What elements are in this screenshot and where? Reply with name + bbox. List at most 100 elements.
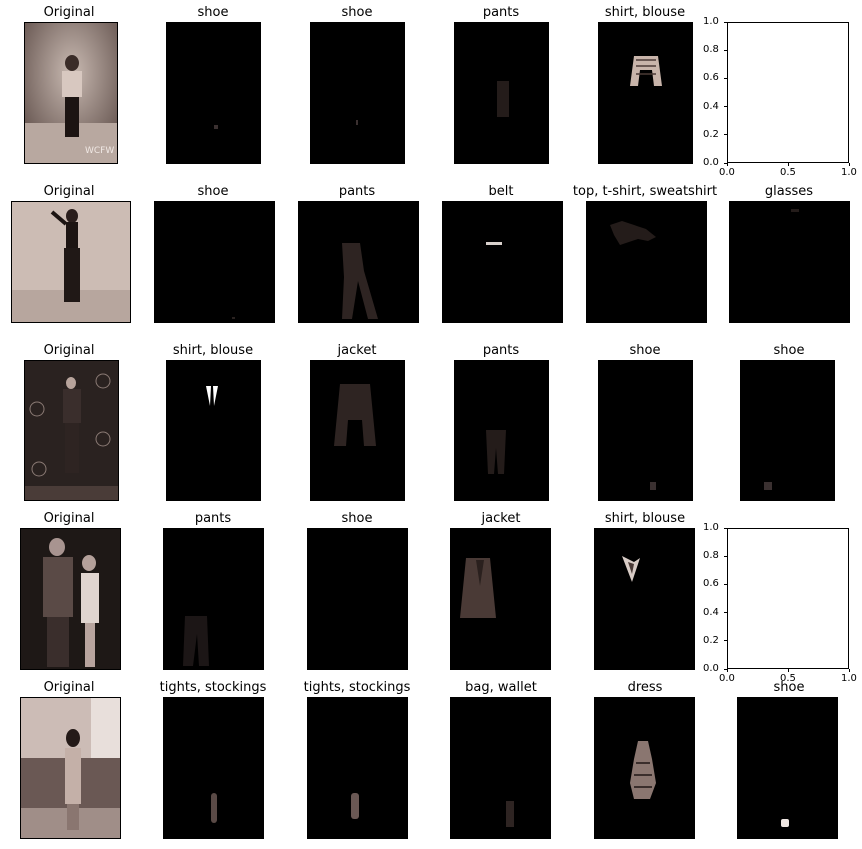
mask-blob	[214, 125, 218, 129]
mask-blob	[497, 81, 509, 117]
mask-panel	[450, 697, 551, 839]
original-photo	[20, 697, 121, 839]
x-tick-mark	[726, 163, 728, 166]
y-tick-label: 0.0	[703, 157, 719, 168]
mask-blob	[183, 616, 209, 666]
svg-text:WCFW: WCFW	[85, 146, 114, 156]
mask-blob	[351, 793, 359, 819]
y-tick-mark	[724, 134, 727, 136]
original-title: Original	[43, 184, 95, 199]
mask-panel	[740, 360, 835, 501]
mask-panel	[594, 528, 695, 670]
mask-panel	[586, 201, 707, 323]
mask-blob	[334, 384, 376, 446]
mask-panel	[454, 360, 549, 501]
mask-blob	[342, 243, 378, 319]
y-tick-label: 0.0	[703, 663, 719, 674]
original-photo	[11, 201, 131, 323]
x-tick-label: 0.5	[780, 673, 796, 684]
original-photo	[24, 360, 119, 501]
mask-title: shoe	[197, 184, 229, 199]
original-photo: WCFW	[24, 22, 118, 164]
mask-blob	[486, 430, 506, 474]
y-tick-mark	[724, 77, 727, 79]
x-tick-mark	[848, 163, 850, 166]
mask-panel	[163, 697, 264, 839]
mask-title: shoe	[773, 680, 805, 695]
mask-panel	[310, 360, 405, 501]
y-tick-mark	[724, 106, 727, 108]
y-tick-mark	[724, 668, 727, 670]
mask-title: shoe	[629, 343, 661, 358]
mask-panel	[154, 201, 275, 323]
y-tick-mark	[724, 49, 727, 51]
mask-title: shoe	[341, 5, 373, 20]
y-tick-mark	[724, 162, 727, 164]
mask-title: pants	[194, 511, 232, 526]
y-tick-mark	[724, 555, 727, 557]
y-tick-mark	[724, 21, 727, 23]
empty-axes	[727, 528, 849, 669]
mask-title: shoe	[773, 343, 805, 358]
empty-axes	[727, 22, 849, 163]
y-tick-label: 0.8	[703, 44, 719, 56]
original-title: Original	[43, 343, 95, 358]
mask-blob	[791, 209, 799, 212]
mask-blob	[211, 793, 217, 823]
x-tick-label: 1.0	[841, 673, 857, 684]
mask-blob	[781, 819, 789, 827]
y-tick-mark	[724, 612, 727, 614]
mask-panel	[594, 697, 695, 839]
y-tick-label: 0.6	[703, 578, 719, 590]
original-title: Original	[43, 511, 95, 526]
mask-blob	[232, 317, 235, 319]
mask-panel	[163, 528, 264, 670]
mask-blob	[356, 120, 358, 125]
y-tick-label: 0.2	[703, 634, 719, 646]
mask-blob	[486, 242, 502, 245]
y-tick-label: 0.4	[703, 100, 719, 112]
mask-panel	[307, 528, 408, 670]
mask-title: jacket	[337, 343, 377, 358]
mask-title: belt	[488, 184, 514, 199]
mask-blob	[206, 386, 218, 406]
mask-blob	[764, 482, 772, 490]
mask-panel	[442, 201, 563, 323]
y-tick-mark	[724, 527, 727, 529]
mask-title: pants	[482, 5, 520, 20]
x-tick-label: 0.0	[719, 673, 735, 684]
y-tick-label: 0.2	[703, 128, 719, 140]
mask-title: tights, stockings	[303, 680, 411, 695]
mask-title: bag, wallet	[465, 680, 537, 695]
y-tick-label: 1.0	[703, 16, 719, 27]
mask-title: dress	[627, 680, 663, 695]
x-tick-label: 0.0	[719, 167, 735, 178]
x-tick-mark	[787, 669, 789, 672]
mask-title: glasses	[764, 184, 814, 199]
y-tick-label: 0.6	[703, 72, 719, 84]
mask-blob	[506, 801, 514, 827]
mask-panel	[737, 697, 838, 839]
mask-title: shoe	[341, 511, 373, 526]
mask-blob	[630, 56, 662, 86]
mask-title: jacket	[481, 511, 521, 526]
x-tick-mark	[787, 163, 789, 166]
mask-blob	[630, 741, 656, 799]
mask-title: shoe	[197, 5, 229, 20]
mask-title: top, t-shirt, sweatshirt	[572, 184, 718, 199]
mask-panel	[598, 360, 693, 501]
y-tick-mark	[724, 640, 727, 642]
mask-title: shirt, blouse	[604, 511, 686, 526]
mask-blob	[610, 221, 656, 245]
y-tick-label: 1.0	[703, 522, 719, 533]
mask-panel	[598, 22, 693, 164]
mask-panel	[454, 22, 549, 164]
x-tick-mark	[848, 669, 850, 672]
y-tick-label: 0.8	[703, 550, 719, 562]
mask-blob	[460, 558, 496, 618]
mask-title: shirt, blouse	[172, 343, 254, 358]
mask-panel	[450, 528, 551, 670]
original-title: Original	[43, 680, 95, 695]
mask-panel	[729, 201, 850, 323]
mask-panel	[310, 22, 405, 164]
